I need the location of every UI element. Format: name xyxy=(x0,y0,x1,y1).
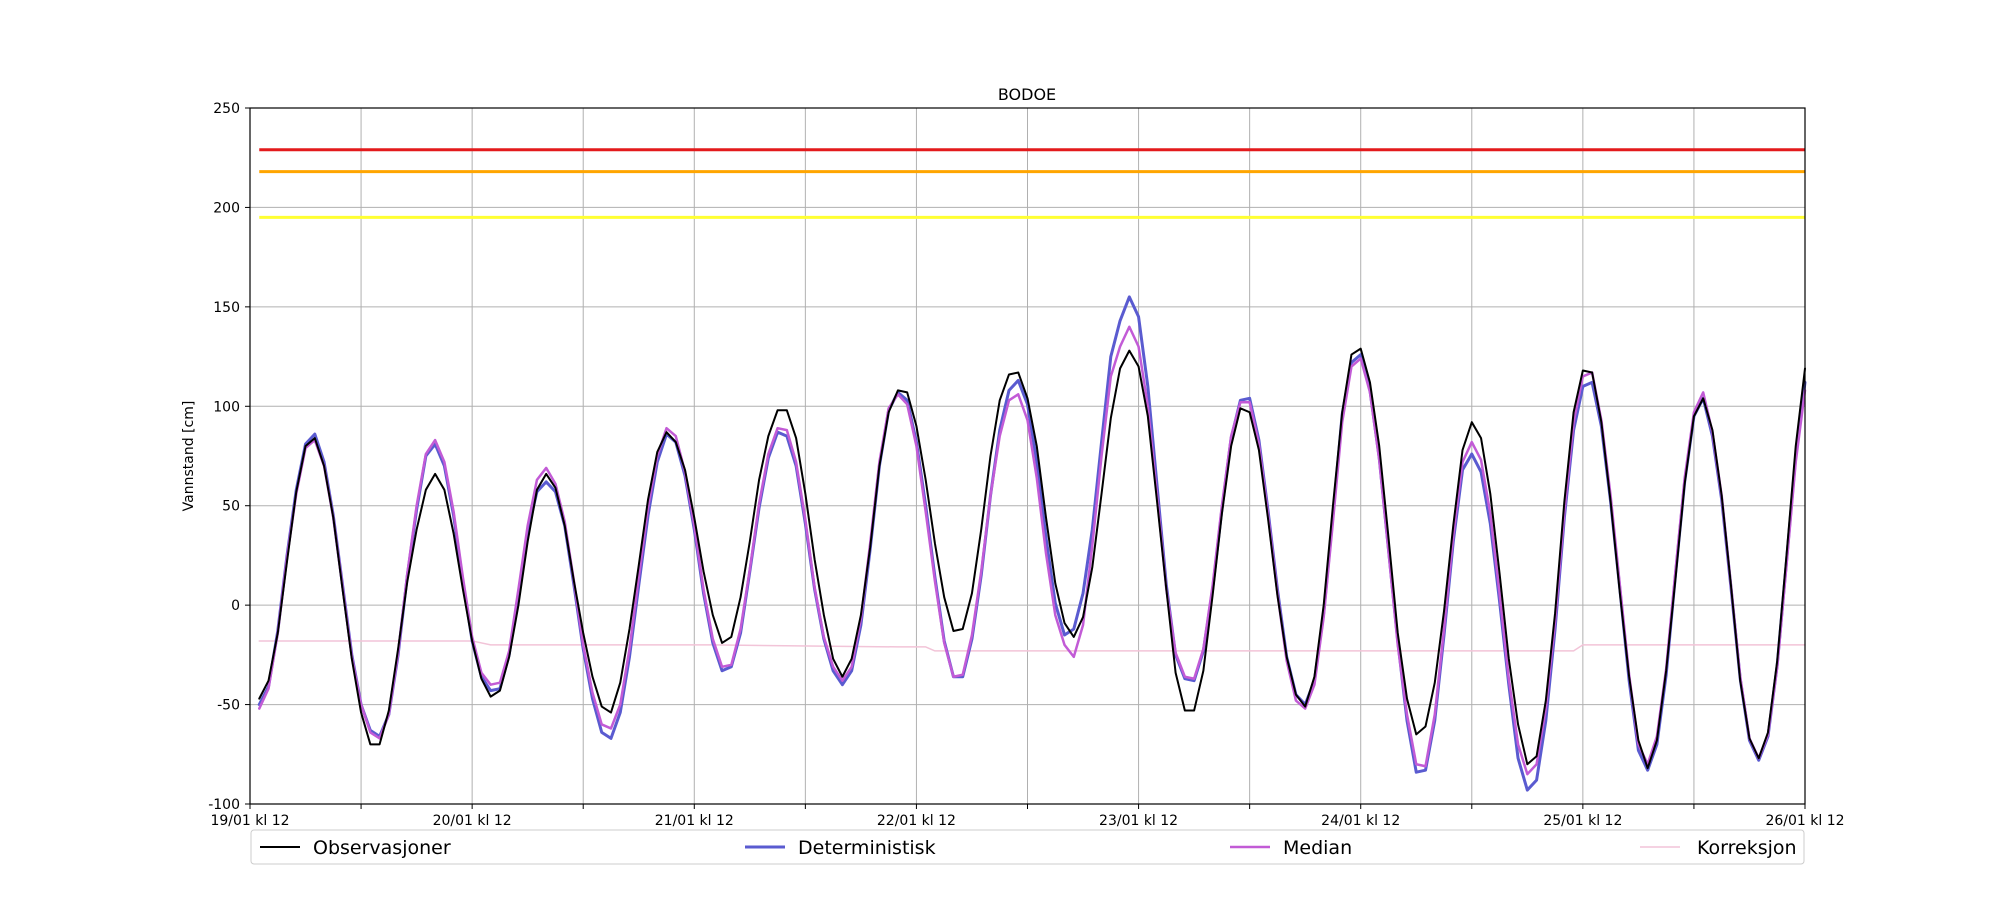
legend-box xyxy=(250,829,1805,865)
legend-label-median: Median xyxy=(1283,837,1352,859)
legend-label-korreksjon: Korreksjon xyxy=(1697,837,1797,859)
series-line-observasjoner xyxy=(258,347,1806,770)
series-line-korreksjon xyxy=(258,640,1806,652)
x-tick-label: 25/01 kl 12 xyxy=(1543,813,1622,829)
chart-title: BODOE xyxy=(998,85,1056,104)
y-tick-label: -100 xyxy=(208,797,240,813)
y-tick-label: 200 xyxy=(213,200,240,216)
y-tick-label: 250 xyxy=(213,101,240,117)
y-tick-label: 100 xyxy=(213,399,240,415)
x-tick-label: 24/01 kl 12 xyxy=(1321,813,1400,829)
y-tick-label: -50 xyxy=(217,698,240,714)
y-axis-label: Vannstand [cm] xyxy=(181,401,197,512)
ticks: -100 -50 0 50 100 150 200 250 19/01 kl 12 20/01 k… xyxy=(208,101,1844,829)
x-tick-label: 22/01 kl 12 xyxy=(877,813,956,829)
x-tick-label: 23/01 kl 12 xyxy=(1099,813,1178,829)
x-tick-label: 20/01 kl 12 xyxy=(433,813,512,829)
grid xyxy=(249,107,1806,805)
x-tick-label: 21/01 kl 12 xyxy=(655,813,734,829)
x-tick-label: 26/01 kl 12 xyxy=(1765,813,1844,829)
y-tick-label: 0 xyxy=(231,598,240,614)
y-tick-label: 150 xyxy=(213,300,240,316)
legend: Observasjoner Deterministisk Median Korreks… xyxy=(250,829,1805,865)
threshold-lines xyxy=(259,148,1805,219)
legend-label-observasjoner: Observasjoner xyxy=(313,837,451,859)
y-tick-label: 50 xyxy=(222,499,240,515)
series-lines xyxy=(257,295,1807,792)
legend-label-deterministisk: Deterministisk xyxy=(798,837,936,859)
x-tick-label: 19/01 kl 12 xyxy=(210,813,289,829)
